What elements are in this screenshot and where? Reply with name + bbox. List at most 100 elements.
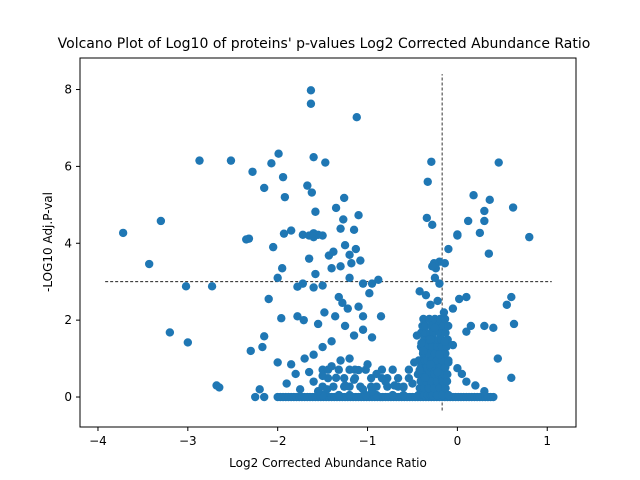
data-point (330, 312, 340, 321)
data-point (226, 156, 236, 165)
y-tick-label: 6 (64, 159, 72, 173)
data-point (485, 195, 494, 205)
data-point (441, 328, 450, 338)
data-point (412, 331, 422, 340)
data-point (435, 350, 444, 359)
data-point (435, 279, 444, 288)
data-point (367, 387, 377, 396)
data-point (423, 177, 432, 186)
data-point (334, 390, 343, 400)
data-point (358, 279, 368, 288)
data-point (304, 367, 314, 377)
data-point (268, 242, 278, 252)
data-point (299, 315, 308, 325)
data-point (444, 321, 453, 331)
data-point (339, 215, 348, 224)
data-point (372, 369, 381, 379)
data-point (248, 167, 257, 176)
data-point (489, 392, 498, 402)
data-point (489, 323, 498, 333)
data-point (426, 335, 435, 344)
data-point (295, 385, 305, 394)
data-point (311, 207, 320, 216)
x-tick-label: 0 (454, 434, 462, 448)
data-point (282, 379, 291, 388)
data-point (280, 192, 290, 202)
data-point (440, 383, 450, 393)
data-point (264, 294, 273, 304)
data-point (300, 354, 309, 363)
data-point (507, 373, 516, 382)
plot-frame (79, 57, 577, 428)
data-point (421, 321, 430, 331)
data-point (251, 392, 260, 402)
data-point (354, 211, 363, 220)
data-point (421, 290, 431, 300)
data-point (388, 390, 397, 400)
data-point (340, 321, 350, 331)
data-point (367, 279, 377, 288)
data-point (354, 302, 363, 311)
data-point (303, 181, 312, 190)
data-point (309, 232, 318, 242)
y-axis-label: -LOG10 Adj.P-val (41, 192, 55, 292)
data-point (291, 369, 300, 379)
data-point (207, 282, 217, 291)
data-point (345, 250, 354, 259)
data-point (433, 296, 442, 306)
data-point (274, 149, 283, 158)
data-point (443, 370, 452, 379)
data-point (430, 273, 440, 283)
data-point (462, 377, 471, 386)
data-point (345, 273, 354, 283)
data-point (293, 282, 302, 291)
data-point (415, 365, 424, 375)
data-point (457, 369, 467, 379)
data-point (311, 269, 320, 279)
data-point (277, 314, 286, 323)
data-point (444, 244, 453, 254)
data-point (318, 371, 327, 381)
x-tick-label: −4 (89, 434, 107, 448)
data-point (466, 321, 476, 331)
data-point (144, 259, 154, 269)
x-tick-label: 1 (543, 434, 551, 448)
data-point (309, 152, 318, 162)
data-point (399, 390, 408, 400)
data-point (267, 159, 276, 168)
data-point (480, 387, 489, 396)
y-tick-label: 2 (64, 313, 72, 327)
data-point (356, 256, 365, 265)
data-point (444, 390, 453, 400)
data-point (390, 381, 399, 390)
data-point (358, 325, 368, 334)
data-point (183, 338, 193, 347)
data-point (343, 304, 352, 313)
data-point (347, 259, 356, 268)
data-point (502, 300, 512, 309)
data-point (417, 339, 426, 348)
data-point (331, 373, 341, 382)
data-point (156, 216, 166, 226)
data-point (415, 287, 424, 296)
data-point (419, 346, 428, 356)
data-point (321, 158, 330, 167)
data-point (334, 365, 343, 374)
data-point (493, 354, 503, 363)
y-axis: 0 2 4 6 8 (64, 83, 80, 404)
data-point (399, 383, 408, 392)
data-point (430, 323, 440, 333)
data-point (338, 298, 347, 308)
data-point (345, 390, 354, 400)
x-axis-label: Log2 Corrected Abundance Ratio (229, 456, 427, 470)
data-point (351, 244, 361, 254)
data-point (358, 312, 368, 321)
data-point (318, 231, 327, 240)
data-point (381, 377, 390, 386)
data-point (462, 327, 471, 336)
data-point (469, 191, 478, 200)
data-point (442, 377, 452, 386)
chart-title: Volcano Plot of Log10 of proteins' p-val… (58, 36, 591, 52)
data-point (376, 312, 386, 321)
